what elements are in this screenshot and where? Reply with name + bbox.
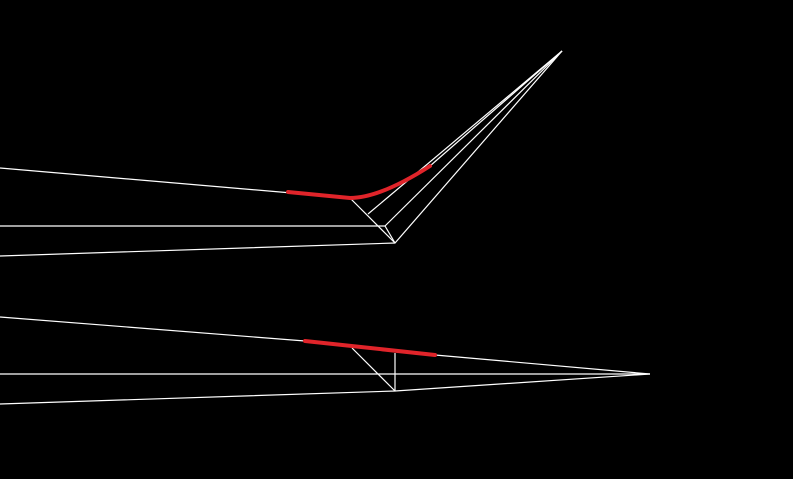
upper-profile — [0, 50, 563, 257]
fan-line — [367, 50, 563, 215]
lower-profile — [0, 316, 651, 405]
highlight-curve — [286, 164, 432, 201]
section-line — [351, 347, 396, 392]
highlight-segment — [303, 339, 437, 357]
section-line — [349, 197, 396, 244]
fan-line — [384, 50, 563, 227]
